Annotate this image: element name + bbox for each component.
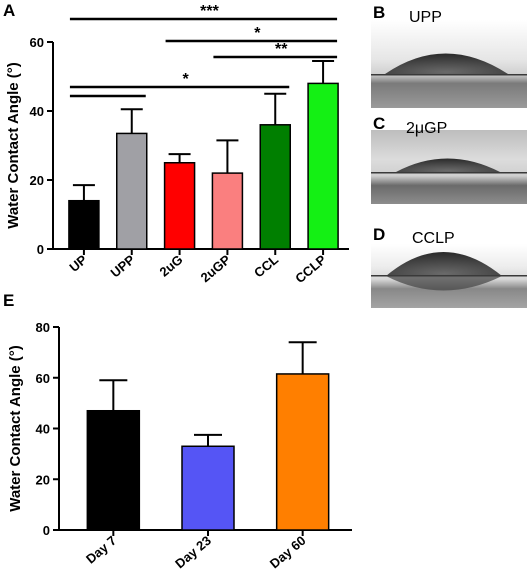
x-tick-label: Day 60 — [267, 533, 309, 571]
significance-label: * — [182, 71, 189, 88]
significance-label: ** — [275, 41, 288, 58]
photo-2ugp: 2μGP — [371, 120, 527, 204]
x-tick-label: UPP — [108, 252, 138, 281]
chart-e: 0 20 40 60 80 Water Contact Angle (°) Day 7 Day… — [7, 320, 352, 571]
y-tick-label: 40 — [36, 422, 50, 437]
panel-letter-a: A — [3, 1, 15, 20]
panel-letter-d: D — [373, 225, 385, 244]
bar — [259, 124, 291, 250]
significance-label: * — [254, 25, 261, 42]
x-tick-label: Day 7 — [83, 533, 119, 567]
photo-upp: UPP — [371, 9, 527, 108]
y-tick-label: 80 — [36, 320, 50, 335]
bar — [275, 373, 330, 531]
x-tick-label: UP — [66, 252, 90, 275]
bar — [86, 409, 141, 531]
y-tick-label: 0 — [37, 242, 44, 257]
x-tick-label: CCL — [251, 252, 281, 281]
x-tick-label: Day 23 — [172, 533, 214, 571]
panel-letter-c: C — [373, 114, 385, 133]
y-tick-label: 60 — [36, 371, 50, 386]
x-tick-label: 2uG — [156, 252, 185, 280]
bar — [68, 199, 100, 250]
photo-cclp: CCLP — [371, 230, 527, 308]
panel-letter-e: E — [3, 291, 14, 310]
photo-label-2ugp: 2μGP — [406, 120, 447, 137]
bar — [163, 162, 196, 250]
y-axis-label: Water Contact Angle (°) — [7, 345, 24, 512]
chart-a: 0 20 40 60 Water Contact Angle (°) UP UPP 2uG 2u… — [5, 3, 349, 286]
bar — [211, 172, 244, 250]
bar — [181, 445, 235, 531]
y-tick-label: 0 — [43, 523, 50, 538]
y-axis-label: Water Contact Angle (°) — [5, 62, 22, 229]
bar — [307, 82, 339, 250]
y-tick-label: 40 — [30, 104, 44, 119]
bar — [116, 132, 148, 250]
x-tick-label: CCLP — [292, 252, 329, 286]
photo-label-upp: UPP — [409, 9, 442, 26]
panel-letter-b: B — [373, 3, 385, 22]
x-tick-label: 2uGP — [198, 252, 234, 286]
y-tick-label: 20 — [30, 173, 44, 188]
photo-label-cclp: CCLP — [412, 230, 455, 247]
significance-label: *** — [200, 3, 219, 20]
y-tick-label: 60 — [30, 35, 44, 50]
y-tick-label: 20 — [36, 472, 50, 487]
